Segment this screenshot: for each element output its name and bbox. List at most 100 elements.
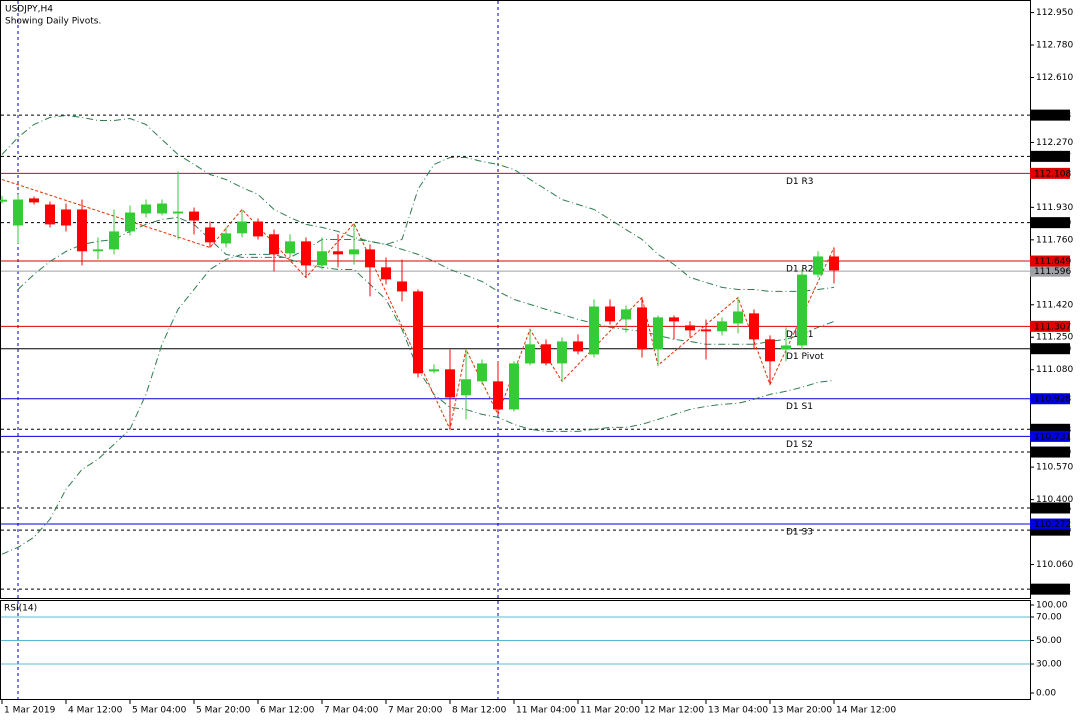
level-label: 110.356 xyxy=(1034,504,1071,514)
candle-body xyxy=(109,231,119,250)
y-tick-label: 110.570 xyxy=(1036,463,1073,473)
candle-body xyxy=(429,369,439,372)
rsi-y-tick-label: 100.00 xyxy=(1036,601,1068,611)
candle-body xyxy=(285,241,295,254)
level-label: 112.197 xyxy=(1034,152,1071,162)
candle-body xyxy=(813,256,823,275)
level-label-box xyxy=(1030,423,1070,435)
y-tick-label: 111.250 xyxy=(1036,333,1073,343)
y-tick-label: 110.060 xyxy=(1036,560,1073,570)
candle-body xyxy=(765,339,775,362)
level-label: 110.649 xyxy=(1034,448,1071,458)
level-label-box xyxy=(1030,150,1070,162)
level-label: 111.190 xyxy=(1034,345,1071,355)
x-tick-label: 1 Mar 2019 xyxy=(4,706,56,716)
candle-body xyxy=(461,379,471,396)
candle-body xyxy=(573,341,583,352)
candle-body xyxy=(29,198,39,203)
x-tick-label: 12 Mar 12:00 xyxy=(644,706,704,716)
candle-body xyxy=(669,317,679,322)
y-tick-label: 112.270 xyxy=(1036,138,1073,148)
level-label: 110.768 xyxy=(1034,425,1071,435)
level-label: 110.731 xyxy=(1034,432,1071,442)
candle-body xyxy=(397,281,407,292)
x-tick-label: 13 Mar 20:00 xyxy=(772,706,832,716)
x-tick-label: 14 Mar 12:00 xyxy=(836,706,896,716)
candle-body xyxy=(637,307,647,350)
y-tick-label: 111.760 xyxy=(1036,235,1073,245)
rsi-title: RSI(14) xyxy=(4,604,37,614)
x-tick-label: 13 Mar 04:00 xyxy=(708,706,768,716)
y-tick-label: 110.400 xyxy=(1036,495,1073,505)
rsi-y-tick-label: 50.00 xyxy=(1036,636,1062,646)
candle-body xyxy=(525,344,535,364)
level-label-box xyxy=(1030,502,1070,514)
x-tick-label: 5 Mar 04:00 xyxy=(132,706,187,716)
candle-body xyxy=(317,251,327,266)
candle-body xyxy=(301,241,311,266)
x-tick-label: 8 Mar 12:00 xyxy=(452,706,507,716)
x-tick-label: 7 Mar 04:00 xyxy=(324,706,379,716)
candle-body xyxy=(413,291,423,374)
level-label: 110.928 xyxy=(1034,395,1071,405)
candle-body xyxy=(141,204,151,214)
level-label-box xyxy=(1030,583,1070,595)
rsi-y-tick-label: 70.00 xyxy=(1036,612,1062,622)
x-tick-label: 11 Mar 20:00 xyxy=(580,706,640,716)
y-tick-label: 111.930 xyxy=(1036,203,1073,213)
candle-body xyxy=(509,363,519,410)
candle-body xyxy=(381,267,391,280)
level-label-box xyxy=(1030,518,1070,530)
level-label: 111.850 xyxy=(1034,219,1071,229)
candle-body xyxy=(557,341,567,364)
y-tick-label: 112.610 xyxy=(1036,73,1073,83)
candle-body xyxy=(445,369,455,398)
level-label: 112.413 xyxy=(1034,111,1071,121)
y-tick-label: 111.420 xyxy=(1036,300,1073,310)
rsi-y-tick-label: 30.00 xyxy=(1036,660,1062,670)
level-label: 110.272 xyxy=(1034,520,1071,530)
candle-body xyxy=(781,345,791,350)
pivot-name: D1 R3 xyxy=(786,177,814,187)
candle-body xyxy=(125,212,135,232)
rsi-panel xyxy=(0,600,1031,700)
x-tick-label: 11 Mar 04:00 xyxy=(516,706,576,716)
candle-body xyxy=(685,325,695,331)
level-label-box xyxy=(1030,265,1070,277)
candle-body xyxy=(77,209,87,252)
y-tick-label: 112.780 xyxy=(1036,41,1073,51)
candle-body xyxy=(173,211,183,214)
pivot-name: D1 S2 xyxy=(786,440,813,450)
candle-body xyxy=(621,309,631,320)
candle-body xyxy=(0,199,7,202)
bollinger-band xyxy=(1,114,835,292)
x-tick-label: 7 Mar 20:00 xyxy=(388,706,443,716)
candle-body xyxy=(701,329,711,332)
level-label-box xyxy=(1030,446,1070,458)
level-label-box xyxy=(1030,524,1070,536)
level-label: 111.649 xyxy=(1034,257,1071,267)
candle-body xyxy=(253,221,263,237)
bollinger-band xyxy=(17,216,835,345)
y-tick-label: 112.950 xyxy=(1036,8,1073,18)
y-tick-label: 111.080 xyxy=(1036,365,1073,375)
candle-body xyxy=(205,227,215,243)
candle-body xyxy=(653,317,663,350)
level-label-box xyxy=(1030,430,1070,442)
candle-body xyxy=(749,313,759,340)
pivot-name: D1 Pivot xyxy=(786,352,824,362)
candle-body xyxy=(717,321,727,332)
level-label-box xyxy=(1030,255,1070,267)
candle-body xyxy=(733,311,743,324)
candle-body xyxy=(333,251,343,255)
level-label: 111.307 xyxy=(1034,322,1071,332)
candle-body xyxy=(13,199,23,226)
x-tick-label: 4 Mar 12:00 xyxy=(68,706,123,716)
level-label: 112.108 xyxy=(1034,169,1071,179)
level-label-box xyxy=(1030,393,1070,405)
candle-body xyxy=(93,249,103,252)
candle-body xyxy=(477,363,487,382)
candle-body xyxy=(237,221,247,234)
candle-body xyxy=(541,344,551,364)
